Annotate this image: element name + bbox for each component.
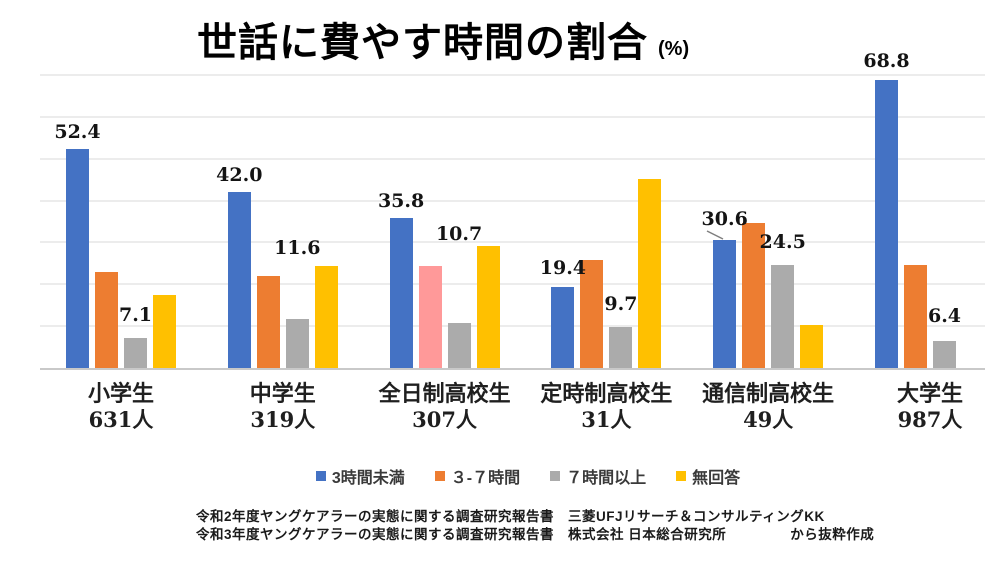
bar-定時制高校生-無回答 [638,178,662,368]
source-line-1-text: 令和2年度ヤングケアラーの実態に関する調査研究報告書 三菱UFJリサーチ＆コンサ… [196,509,825,524]
bar-全日制高校生-７時間以上 [447,323,471,368]
bar-通信制高校生-3時間未満 [713,239,737,368]
legend-label: ３-７時間 [450,470,521,487]
data-label-中学生-７時間以上: 11.6 [274,237,321,260]
bar-小学生-３-７時間 [95,271,118,368]
source-note: 令和2年度ヤングケアラーの実態に関する調査研究報告書 三菱UFJリサーチ＆コンサ… [196,508,874,544]
bar-大学生-３-７時間 [904,265,927,368]
gridline-20-percent [40,283,985,286]
bar-中学生-７時間以上 [285,319,309,368]
legend-marker-icon [676,471,687,481]
legend-item-３-７時間: ３-７時間 [434,464,521,488]
data-label-全日制高校生-７時間以上: 10.7 [435,223,483,246]
category-name: 大学生 [896,381,964,406]
legend-item-3時間未満: 3時間未満 [315,464,405,488]
category-label-中学生: 中学生 319人 [250,381,316,433]
chart-title-text: 世話に費やす時間の割合 [197,21,648,65]
bar-大学生-3時間未満 [875,80,898,368]
category-name: 全日制高校生 [378,381,511,406]
bar-通信制高校生-３-７時間 [742,222,766,368]
source-line-2: 令和3年度ヤングケアラーの実態に関する調査研究報告書 株式会社 日本総合研究所 か… [196,526,874,544]
data-label-大学生-７時間以上: 6.4 [927,305,962,328]
bar-定時制高校生-３-７時間 [580,260,604,368]
gridline-70-percent [40,74,985,76]
legend-marker-icon [434,471,445,481]
legend-marker-icon [550,471,561,481]
bar-中学生-無回答 [314,265,338,368]
gridline-60-percent [40,115,985,118]
source-line-1: 令和2年度ヤングケアラーの実態に関する調査研究報告書 三菱UFJリサーチ＆コンサ… [196,508,874,526]
bar-定時制高校生-3時間未満 [551,286,575,368]
category-name: 通信制高校生 [702,381,835,406]
category-count: 49人 [743,407,794,432]
legend: 3時間未満 ３-７時間 ７時間以上 無回答 [56,464,1000,488]
legend-marker-icon [315,471,326,481]
category-label-大学生: 大学生 987人 [897,381,963,433]
data-label-定時制高校生-3時間未満: 19.4 [539,256,587,279]
category-label-全日制高校生: 全日制高校生 307人 [379,381,511,433]
legend-label: 3時間未満 [331,470,405,487]
bar-通信制高校生-７時間以上 [771,265,795,368]
bar-中学生-３-７時間 [256,275,280,368]
label-leader-line [705,228,725,247]
legend-item-無回答: 無回答 [676,464,740,488]
category-count: 631人 [88,407,154,432]
source-line-2-text: 令和3年度ヤングケアラーの実態に関する調査研究報告書 株式会社 日本総合研究所 [196,527,727,542]
category-name: 定時制高校生 [540,381,673,406]
data-label-全日制高校生-3時間未満: 35.8 [377,190,425,213]
category-count: 987人 [897,407,963,432]
data-label-通信制高校生-3時間未満: 30.6 [701,207,748,230]
category-label-定時制高校生: 定時制高校生 31人 [540,381,672,433]
data-label-中学生-3時間未満: 42.0 [216,164,263,187]
data-label-定時制高校生-７時間以上: 9.7 [604,293,638,316]
bar-小学生-3時間未満 [66,148,89,368]
gridline-50-percent [40,157,985,160]
bar-定時制高校生-７時間以上 [609,327,633,368]
category-count: 319人 [250,407,316,432]
bar-中学生-3時間未満 [227,192,251,368]
bar-通信制高校生-無回答 [800,325,824,368]
bar-小学生-無回答 [153,294,176,368]
chart-title: 世話に費やす時間の割合 (%) [197,20,689,66]
category-count: 31人 [581,407,632,432]
bar-全日制高校生-無回答 [476,246,500,368]
source-line-2-suffix: から抜粋作成 [790,527,875,542]
data-label-小学生-７時間以上: 7.1 [118,304,153,327]
gridline-10-percent [40,325,985,328]
data-label-小学生-3時間未満: 52.4 [54,120,101,143]
legend-label: 無回答 [692,470,741,487]
category-name: 小学生 [87,381,155,406]
data-label-通信制高校生-７時間以上: 24.5 [759,231,806,254]
category-name: 中学生 [249,381,316,406]
legend-label: ７時間以上 [566,470,647,487]
category-label-通信制高校生: 通信制高校生 49人 [702,381,834,433]
gridline-40-percent [40,199,985,202]
data-label-大学生-3時間未満: 68.8 [863,50,910,73]
legend-item-７時間以上: ７時間以上 [550,464,646,488]
bar-大学生-７時間以上 [933,341,956,368]
bar-全日制高校生-３-７時間 [418,265,442,368]
x-axis-line [40,368,985,370]
bar-全日制高校生-3時間未満 [389,218,413,368]
bar-小学生-７時間以上 [124,338,147,368]
category-count: 307人 [412,407,478,432]
chart-title-unit: (%) [658,38,690,60]
category-label-小学生: 小学生 631人 [88,381,154,433]
gridline-30-percent [40,241,985,244]
